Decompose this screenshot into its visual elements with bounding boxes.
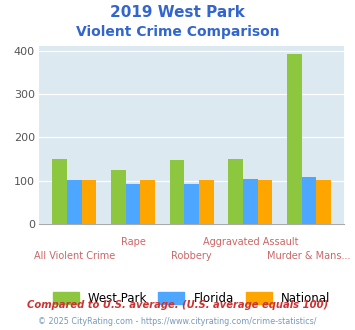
Text: Robbery: Robbery [171,251,212,261]
Text: All Violent Crime: All Violent Crime [34,251,115,261]
Bar [111,170,126,224]
Text: Compared to U.S. average. (U.S. average equals 100): Compared to U.S. average. (U.S. average … [27,300,328,310]
Bar [243,179,258,224]
Bar [67,180,82,224]
Text: © 2025 CityRating.com - https://www.cityrating.com/crime-statistics/: © 2025 CityRating.com - https://www.city… [38,317,317,326]
Bar [302,178,316,224]
Text: 2019 West Park: 2019 West Park [110,5,245,20]
Bar [184,183,199,224]
Text: Violent Crime Comparison: Violent Crime Comparison [76,25,279,39]
Text: Murder & Mans...: Murder & Mans... [267,251,351,261]
Bar [199,180,214,224]
Text: Rape: Rape [121,237,146,247]
Text: Aggravated Assault: Aggravated Assault [203,237,298,247]
Bar [258,180,272,224]
Bar [126,184,140,224]
Bar [287,53,302,224]
Legend: West Park, Florida, National: West Park, Florida, National [48,287,335,310]
Bar [170,160,184,224]
Bar [82,180,96,224]
Bar [228,159,243,224]
Bar [140,180,155,224]
Bar [52,159,67,224]
Bar [316,180,331,224]
